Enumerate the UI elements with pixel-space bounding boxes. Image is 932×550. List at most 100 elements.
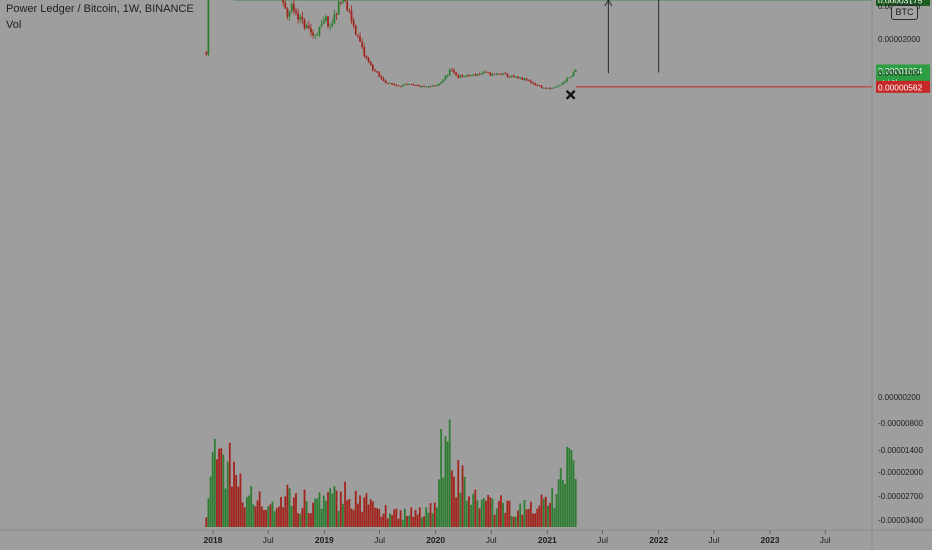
volume-bar [354, 490, 357, 527]
volume-bar [500, 495, 502, 527]
candle-body [519, 77, 522, 79]
candle-body [485, 71, 487, 73]
volume-bar [553, 507, 556, 527]
volume-bar [350, 508, 353, 527]
volume-bar [301, 507, 304, 527]
candle-body [570, 76, 573, 78]
volume-bar [348, 498, 351, 527]
volume-bar [226, 461, 229, 527]
candle-body [414, 85, 417, 86]
volume-bar [314, 498, 317, 527]
volume-bar [365, 493, 368, 527]
candle-body [290, 3, 293, 12]
volume-bar [442, 477, 445, 527]
candle-body [455, 72, 458, 76]
volume-bar [401, 519, 404, 527]
candle-body [329, 25, 332, 27]
candle-body [331, 23, 334, 26]
measure-arrow-head [604, 0, 613, 7]
candle-body [542, 87, 545, 89]
volume-bar [263, 510, 265, 527]
price-candles [205, 0, 577, 90]
volume-bar [527, 509, 530, 527]
candle-body [408, 84, 411, 85]
volume-bar [508, 500, 511, 527]
price-tick-label: 0.00001000 [878, 68, 921, 77]
volume-bar [480, 499, 483, 527]
volume-bar [248, 495, 250, 527]
candle-body [421, 85, 423, 87]
measure-annotations[interactable]: 0.00002206 (222.27%) 22060.00005257 (529… [545, 0, 747, 74]
candle-body [406, 84, 408, 86]
volume-bar [389, 513, 391, 527]
candle-body [534, 83, 537, 85]
volume-bar [521, 514, 524, 527]
candle-body [299, 16, 302, 20]
volume-bar [470, 504, 472, 527]
volume-bar [265, 509, 267, 527]
volume-bar [207, 498, 210, 527]
volume-bar [367, 504, 370, 527]
volume-indicator-label[interactable]: Vol [6, 19, 22, 31]
volume-bar [440, 428, 443, 527]
candle-body [427, 86, 430, 88]
time-tick-label: Jul [597, 535, 608, 545]
candle-body [557, 85, 560, 87]
candle-body [435, 85, 438, 87]
time-tick-label: 2019 [315, 535, 334, 545]
volume-bar [282, 507, 285, 527]
candle-body [382, 78, 385, 81]
volume-bar [316, 498, 319, 527]
volume-bar [448, 419, 451, 527]
volume-bar [256, 500, 259, 527]
candle-body [491, 73, 494, 76]
candle-body [423, 85, 425, 87]
candle-body [453, 70, 455, 73]
candle-body [365, 56, 368, 59]
candle-body [399, 86, 402, 88]
candle-body [510, 75, 513, 77]
volume-bar [303, 489, 306, 527]
volume-bar [220, 448, 223, 527]
volume-bar [564, 483, 566, 527]
candle-body [547, 87, 549, 89]
candle-body [561, 82, 564, 85]
candle-body [205, 52, 208, 55]
candle-body [478, 74, 481, 76]
candle-body [391, 83, 393, 85]
volume-bar [342, 503, 344, 527]
candle-body [549, 87, 551, 89]
volume-bars [205, 419, 577, 527]
volume-bar [463, 476, 466, 527]
candle-body [444, 76, 447, 80]
candle-body [529, 80, 532, 83]
volume-bar [542, 498, 545, 527]
volume-bar [258, 491, 261, 527]
candle-body [401, 84, 404, 87]
candle-body [465, 75, 468, 77]
volume-bar [284, 496, 287, 527]
volume-bar [344, 481, 346, 527]
volume-bar [515, 516, 517, 527]
volume-bar [534, 513, 537, 527]
candle-body [292, 3, 295, 11]
volume-bar [218, 448, 221, 527]
volume-bar [391, 514, 393, 527]
price-tick-label: -0.00000800 [878, 419, 923, 428]
volume-bar [476, 500, 479, 527]
candle-body [574, 69, 577, 73]
volume-bar [438, 479, 440, 527]
candle-body [468, 75, 470, 77]
price-tick-label: -0.00003400 [878, 516, 923, 525]
volume-bar [399, 510, 402, 527]
candle-body [440, 81, 443, 84]
volume-bar [482, 498, 485, 527]
price-tick-label: -0.00002700 [878, 492, 923, 501]
candle-body [367, 58, 370, 62]
currency-badge[interactable]: BTC [891, 5, 918, 20]
volume-bar [532, 513, 534, 527]
volume-bar [292, 497, 295, 527]
volume-bar [551, 488, 554, 527]
